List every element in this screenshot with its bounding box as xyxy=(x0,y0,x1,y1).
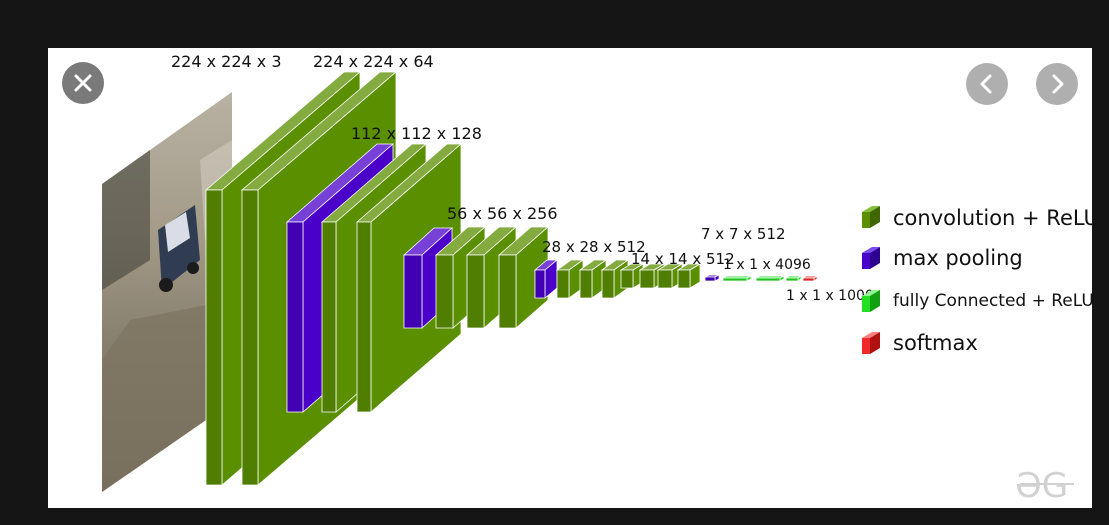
dim-label-conv4: 28 x 28 x 512 xyxy=(542,238,646,256)
block-front-face xyxy=(498,254,517,329)
dim-label-conv2: 112 x 112 x 128 xyxy=(351,124,482,143)
block-front-face xyxy=(286,221,304,413)
chevron-right-icon xyxy=(1052,74,1064,94)
block-front-face xyxy=(677,269,691,289)
cube-icon-red xyxy=(862,332,880,354)
legend-label-fully-connected: fully Connected + ReLU xyxy=(893,291,1092,311)
layer-block-max-pooling xyxy=(533,259,559,299)
legend-item-softmax: softmax xyxy=(862,331,978,355)
block-front-face xyxy=(205,189,223,486)
vgg16-architecture-diagram: 224 x 224 x 3 224 x 224 x 64 112 x 112 x… xyxy=(102,52,1092,506)
legend: convolution + ReLU max pooling xyxy=(862,206,1092,355)
layer-block-softmax xyxy=(801,275,819,282)
block-front-face xyxy=(639,269,655,289)
close-button[interactable] xyxy=(62,62,104,104)
cube-icon-light-green xyxy=(862,290,880,312)
layer-block-fully-connected xyxy=(722,275,752,282)
dim-label-conv3: 56 x 56 x 256 xyxy=(447,204,558,223)
block-front-face xyxy=(356,221,372,413)
layer-block-max-pooling xyxy=(704,274,720,282)
layer-block-convolution xyxy=(676,263,702,289)
block-front-face xyxy=(802,277,815,282)
layer-block-convolution xyxy=(555,259,585,299)
layer-block-fully-connected xyxy=(784,275,803,282)
dim-label-softmax: 1 x 1 x 1000 xyxy=(786,288,874,304)
dim-label-conv5: 14 x 14 x 512 xyxy=(631,250,735,268)
layer-block-fully-connected xyxy=(755,275,785,282)
block-front-face xyxy=(403,254,423,329)
legend-label-softmax: softmax xyxy=(893,331,978,355)
close-icon xyxy=(74,74,92,92)
legend-item-convolution: convolution + ReLU xyxy=(862,206,1092,230)
chevron-left-icon xyxy=(980,74,992,94)
legend-item-fully-connected: fully Connected + ReLU xyxy=(862,290,1092,312)
cube-icon-blue xyxy=(862,247,880,269)
block-front-face xyxy=(466,254,485,329)
legend-label-max-pooling: max pooling xyxy=(893,246,1023,270)
block-front-face xyxy=(579,269,593,299)
block-front-face xyxy=(241,189,259,486)
block-front-face xyxy=(620,269,634,289)
layer-blocks xyxy=(204,71,819,486)
block-front-face xyxy=(755,277,781,282)
block-front-face xyxy=(321,221,337,413)
input-image xyxy=(102,92,232,492)
block-front-face xyxy=(534,269,546,299)
svg-text:ƏG: ƏG xyxy=(1015,466,1068,506)
cube-icon-green xyxy=(862,206,880,228)
image-panel: 224 x 224 x 3 224 x 224 x 64 112 x 112 x… xyxy=(48,48,1092,508)
dim-label-fc: 1 x 1 x 4096 xyxy=(723,257,811,273)
dim-label-conv1: 224 x 224 x 64 xyxy=(313,52,434,71)
geeksforgeeks-logo: ƏG xyxy=(1015,466,1074,506)
legend-item-max-pooling: max pooling xyxy=(862,246,1023,270)
block-front-face xyxy=(556,269,570,299)
next-image-button[interactable] xyxy=(1036,63,1078,105)
dim-label-pool5: 7 x 7 x 512 xyxy=(701,225,786,243)
legend-label-convolution: convolution + ReLU xyxy=(893,206,1092,230)
previous-image-button[interactable] xyxy=(966,63,1008,105)
block-front-face xyxy=(601,269,615,299)
block-front-face xyxy=(435,254,454,329)
block-front-face xyxy=(657,269,673,289)
dim-label-input: 224 x 224 x 3 xyxy=(171,52,282,71)
block-front-face xyxy=(722,277,748,282)
layer-block-convolution xyxy=(497,226,550,329)
block-front-face xyxy=(785,277,799,282)
block-front-face xyxy=(704,276,716,282)
